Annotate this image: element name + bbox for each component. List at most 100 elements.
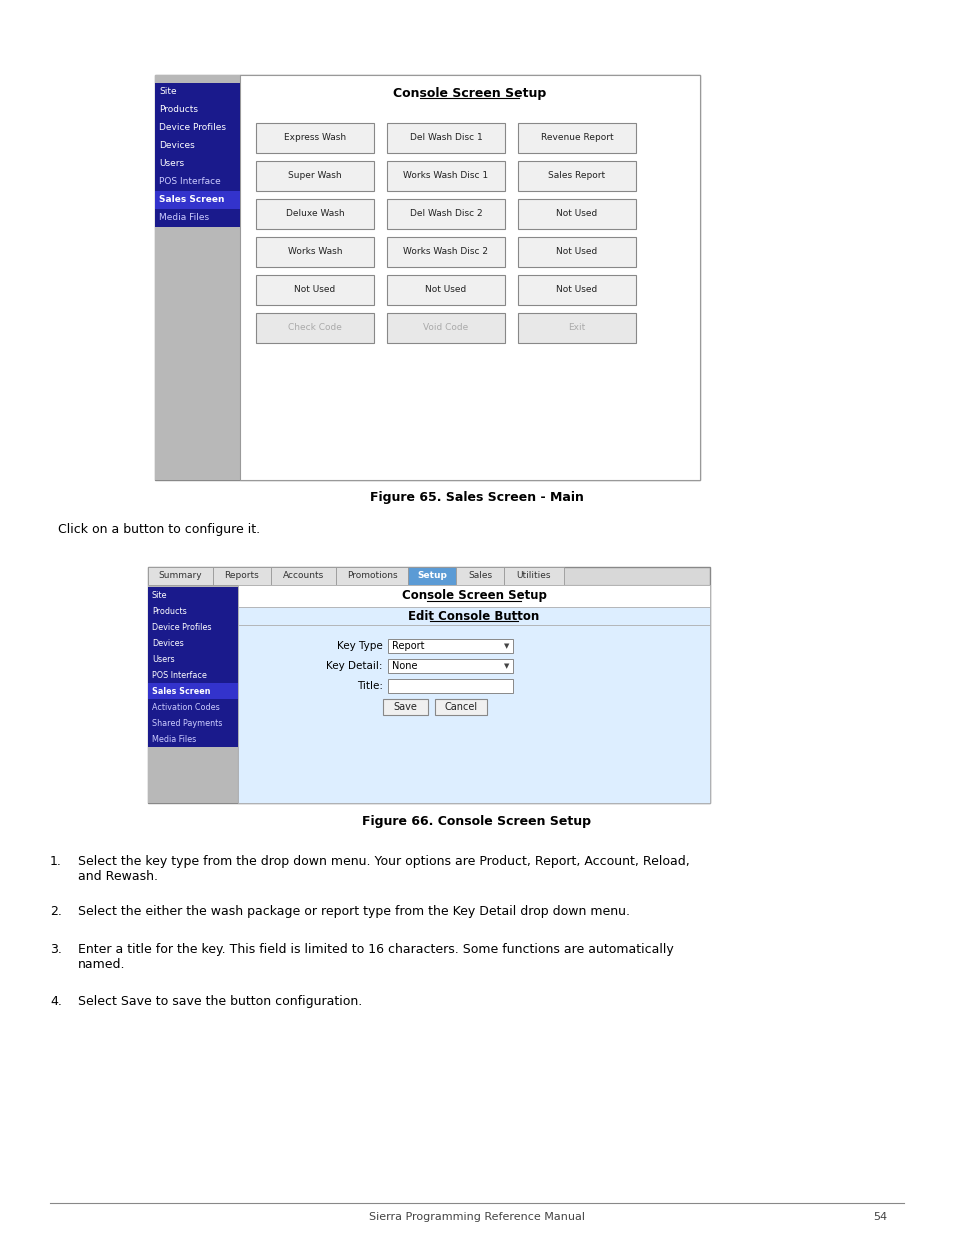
Bar bbox=[148, 667, 237, 683]
Text: Report: Report bbox=[392, 641, 424, 651]
Text: Promotions: Promotions bbox=[346, 572, 396, 580]
Text: Revenue Report: Revenue Report bbox=[540, 133, 613, 142]
Text: Check Code: Check Code bbox=[288, 324, 341, 332]
Bar bbox=[387, 161, 504, 191]
Bar bbox=[154, 75, 240, 480]
Bar bbox=[237, 606, 709, 625]
Bar bbox=[503, 567, 563, 585]
Bar bbox=[387, 312, 504, 343]
Text: Works Wash Disc 2: Works Wash Disc 2 bbox=[403, 247, 488, 257]
Bar bbox=[387, 275, 504, 305]
Text: POS Interface: POS Interface bbox=[159, 178, 220, 186]
Bar bbox=[255, 124, 374, 153]
Bar bbox=[148, 715, 237, 731]
Bar bbox=[148, 683, 237, 699]
Text: Reports: Reports bbox=[224, 572, 259, 580]
Text: 1.: 1. bbox=[51, 855, 62, 868]
Text: Devices: Devices bbox=[152, 638, 184, 647]
Bar bbox=[148, 587, 237, 603]
Bar bbox=[517, 237, 636, 267]
Text: Devices: Devices bbox=[159, 142, 194, 151]
Text: Select the either the wash package or report type from the Key Detail drop down : Select the either the wash package or re… bbox=[78, 905, 629, 918]
Text: Device Profiles: Device Profiles bbox=[159, 124, 226, 132]
Bar bbox=[255, 275, 374, 305]
Text: Enter a title for the key. This field is limited to 16 characters. Some function: Enter a title for the key. This field is… bbox=[78, 944, 673, 971]
Text: 54: 54 bbox=[872, 1212, 886, 1221]
Text: Del Wash Disc 1: Del Wash Disc 1 bbox=[409, 133, 482, 142]
Bar bbox=[435, 699, 486, 715]
Bar bbox=[154, 119, 240, 137]
Bar bbox=[387, 124, 504, 153]
Bar bbox=[154, 156, 240, 173]
Text: Click on a button to configure it.: Click on a button to configure it. bbox=[58, 524, 260, 536]
Text: Users: Users bbox=[152, 655, 174, 663]
Text: Title:: Title: bbox=[356, 680, 382, 692]
Text: Key Type: Key Type bbox=[337, 641, 382, 651]
Text: ▼: ▼ bbox=[504, 663, 509, 669]
Bar bbox=[240, 75, 700, 480]
Bar bbox=[517, 161, 636, 191]
Bar bbox=[255, 161, 374, 191]
Text: Media Files: Media Files bbox=[152, 735, 196, 743]
Bar bbox=[255, 237, 374, 267]
Bar bbox=[408, 567, 456, 585]
Bar bbox=[154, 83, 240, 101]
Text: Sales Report: Sales Report bbox=[548, 172, 605, 180]
Bar bbox=[154, 191, 240, 209]
Text: Select Save to save the button configuration.: Select Save to save the button configura… bbox=[78, 995, 362, 1008]
Text: 2.: 2. bbox=[51, 905, 62, 918]
Text: Select the key type from the drop down menu. Your options are Product, Report, A: Select the key type from the drop down m… bbox=[78, 855, 689, 883]
Text: Not Used: Not Used bbox=[556, 285, 597, 294]
Text: Save: Save bbox=[394, 701, 417, 713]
Bar bbox=[154, 75, 700, 480]
Bar bbox=[271, 567, 335, 585]
Bar bbox=[237, 585, 709, 803]
Bar bbox=[154, 137, 240, 156]
Text: 3.: 3. bbox=[51, 944, 62, 956]
Bar bbox=[335, 567, 408, 585]
Bar bbox=[148, 635, 237, 651]
Bar bbox=[388, 679, 513, 693]
Bar bbox=[387, 237, 504, 267]
Text: Key Detail:: Key Detail: bbox=[326, 661, 382, 671]
Text: Media Files: Media Files bbox=[159, 214, 209, 222]
Text: Not Used: Not Used bbox=[556, 210, 597, 219]
Text: Del Wash Disc 2: Del Wash Disc 2 bbox=[409, 210, 482, 219]
Text: Activation Codes: Activation Codes bbox=[152, 703, 219, 711]
Bar bbox=[517, 312, 636, 343]
Bar bbox=[148, 567, 213, 585]
Text: Express Wash: Express Wash bbox=[284, 133, 346, 142]
Bar bbox=[213, 567, 271, 585]
Text: Accounts: Accounts bbox=[283, 572, 324, 580]
Text: Not Used: Not Used bbox=[556, 247, 597, 257]
Text: 4.: 4. bbox=[51, 995, 62, 1008]
Bar bbox=[154, 173, 240, 191]
Text: Super Wash: Super Wash bbox=[288, 172, 341, 180]
Text: Sales: Sales bbox=[468, 572, 492, 580]
Text: None: None bbox=[392, 661, 417, 671]
Text: Sales Screen: Sales Screen bbox=[159, 195, 224, 205]
Text: Console Screen Setup: Console Screen Setup bbox=[401, 589, 546, 603]
Bar bbox=[517, 275, 636, 305]
Text: Sierra Programming Reference Manual: Sierra Programming Reference Manual bbox=[369, 1212, 584, 1221]
Bar bbox=[255, 312, 374, 343]
Bar bbox=[148, 603, 237, 619]
Bar bbox=[388, 638, 513, 653]
Text: Figure 66. Console Screen Setup: Figure 66. Console Screen Setup bbox=[362, 815, 591, 827]
Text: Not Used: Not Used bbox=[294, 285, 335, 294]
Text: Works Wash: Works Wash bbox=[288, 247, 342, 257]
Text: Utilities: Utilities bbox=[517, 572, 551, 580]
Text: Products: Products bbox=[152, 606, 187, 615]
Bar bbox=[148, 619, 237, 635]
Bar bbox=[154, 101, 240, 119]
Text: Exit: Exit bbox=[568, 324, 585, 332]
Text: Site: Site bbox=[159, 88, 176, 96]
Text: Device Profiles: Device Profiles bbox=[152, 622, 212, 631]
Bar bbox=[148, 651, 237, 667]
Text: Edit Console Button: Edit Console Button bbox=[408, 610, 539, 622]
Bar bbox=[148, 585, 237, 803]
Text: Figure 65. Sales Screen - Main: Figure 65. Sales Screen - Main bbox=[370, 492, 583, 505]
Bar bbox=[237, 585, 709, 606]
Bar bbox=[388, 659, 513, 673]
Text: Setup: Setup bbox=[416, 572, 446, 580]
